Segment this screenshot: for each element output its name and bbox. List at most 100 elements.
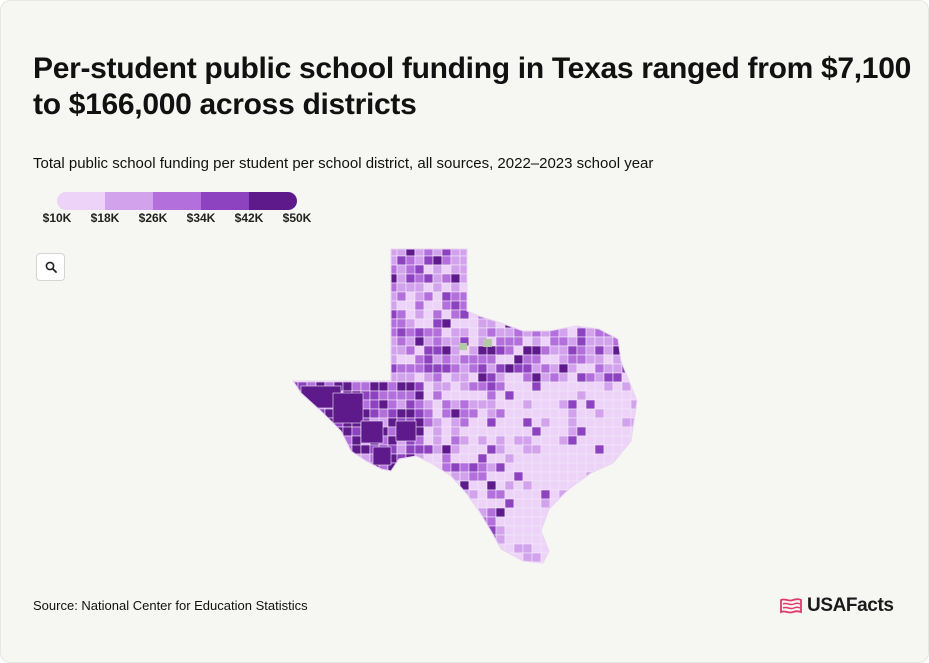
- district-cell[interactable]: [306, 273, 317, 284]
- district-cell[interactable]: [558, 444, 569, 455]
- district-cell[interactable]: [423, 480, 434, 491]
- district-cell[interactable]: [423, 561, 434, 571]
- district-cell[interactable]: [603, 247, 614, 257]
- district-cell[interactable]: [369, 543, 380, 554]
- district-cell[interactable]: [630, 247, 640, 257]
- district-cell[interactable]: [567, 561, 578, 571]
- district-cell[interactable]: [603, 282, 614, 293]
- district-cell[interactable]: [567, 345, 578, 356]
- district-cell[interactable]: [405, 282, 416, 293]
- district-cell[interactable]: [423, 247, 434, 257]
- district-cell[interactable]: [360, 363, 371, 374]
- district-cell[interactable]: [396, 471, 407, 482]
- district-cell[interactable]: [306, 498, 317, 509]
- district-cell[interactable]: [468, 462, 479, 473]
- district-cell[interactable]: [513, 318, 524, 329]
- district-cell[interactable]: [621, 534, 632, 545]
- district-cell[interactable]: [324, 471, 335, 482]
- district-cell[interactable]: [432, 471, 443, 482]
- district-cell[interactable]: [630, 363, 640, 374]
- district-cell[interactable]: [450, 354, 461, 365]
- district-cell[interactable]: [441, 408, 452, 419]
- district-cell[interactable]: [324, 552, 335, 563]
- district-cell[interactable]: [468, 426, 479, 437]
- district-cell[interactable]: [360, 444, 371, 455]
- district-cell[interactable]: [459, 480, 470, 491]
- district-cell[interactable]: [378, 408, 389, 419]
- district-cell[interactable]: [621, 471, 632, 482]
- district-cell[interactable]: [369, 381, 380, 392]
- district-cell[interactable]: [531, 390, 542, 401]
- district-cell[interactable]: [612, 435, 623, 446]
- district-cell[interactable]: [441, 363, 452, 374]
- district-cell[interactable]: [522, 507, 533, 518]
- district-cell[interactable]: [369, 300, 380, 311]
- district-cell[interactable]: [630, 291, 640, 302]
- district-cell[interactable]: [342, 354, 353, 365]
- district-cell[interactable]: [289, 300, 299, 311]
- district-cell[interactable]: [450, 552, 461, 563]
- district-cell[interactable]: [396, 525, 407, 536]
- district-cell[interactable]: [522, 264, 533, 275]
- district-cell[interactable]: [612, 300, 623, 311]
- district-cell[interactable]: [297, 507, 308, 518]
- district-cell[interactable]: [351, 489, 362, 500]
- district-cell[interactable]: [612, 399, 623, 410]
- district-cell[interactable]: [378, 552, 389, 563]
- district-cell[interactable]: [468, 408, 479, 419]
- district-cell[interactable]: [450, 534, 461, 545]
- district-cell[interactable]: [603, 345, 614, 356]
- district-cell[interactable]: [351, 345, 362, 356]
- district-cell[interactable]: [441, 390, 452, 401]
- district-cell[interactable]: [603, 390, 614, 401]
- district-cell[interactable]: [378, 309, 389, 320]
- district-cell[interactable]: [603, 453, 614, 464]
- district-cell[interactable]: [504, 372, 515, 383]
- district-cell[interactable]: [441, 498, 452, 509]
- district-cell[interactable]: [315, 534, 326, 545]
- district-cell[interactable]: [558, 462, 569, 473]
- district-cell[interactable]: [360, 420, 384, 444]
- district-cell[interactable]: [504, 345, 515, 356]
- district-cell[interactable]: [297, 462, 308, 473]
- district-cell[interactable]: [630, 327, 640, 338]
- district-cell[interactable]: [450, 453, 461, 464]
- district-cell[interactable]: [432, 453, 443, 464]
- district-cell[interactable]: [540, 354, 551, 365]
- district-cell[interactable]: [342, 336, 353, 347]
- district-cell[interactable]: [468, 264, 479, 275]
- district-cell[interactable]: [621, 309, 632, 320]
- district-cell[interactable]: [540, 273, 551, 284]
- district-cell[interactable]: [640, 283, 649, 292]
- district-cell[interactable]: [567, 273, 578, 284]
- district-cell[interactable]: [324, 264, 335, 275]
- district-cell[interactable]: [567, 372, 578, 383]
- district-cell[interactable]: [289, 480, 299, 491]
- district-cell[interactable]: [333, 282, 344, 293]
- district-cell[interactable]: [405, 318, 416, 329]
- district-cell[interactable]: [495, 444, 506, 455]
- district-cell[interactable]: [612, 516, 623, 527]
- district-cell[interactable]: [486, 543, 497, 554]
- district-cell[interactable]: [567, 390, 578, 401]
- district-cell[interactable]: [612, 390, 623, 401]
- district-cell[interactable]: [576, 498, 587, 509]
- district-cell[interactable]: [459, 282, 470, 293]
- district-cell[interactable]: [513, 543, 524, 554]
- district-cell[interactable]: [396, 327, 407, 338]
- district-cell[interactable]: [585, 534, 596, 545]
- district-cell[interactable]: [468, 282, 479, 293]
- district-cell[interactable]: [576, 264, 587, 275]
- district-cell[interactable]: [468, 291, 479, 302]
- district-cell[interactable]: [360, 318, 371, 329]
- district-cell[interactable]: [531, 525, 542, 536]
- district-cell[interactable]: [540, 408, 551, 419]
- district-cell[interactable]: [477, 543, 488, 554]
- district-cell[interactable]: [540, 453, 551, 464]
- district-cell[interactable]: [333, 462, 344, 473]
- district-cell[interactable]: [531, 336, 542, 347]
- district-cell[interactable]: [504, 408, 515, 419]
- district-cell[interactable]: [423, 462, 434, 473]
- district-cell[interactable]: [378, 399, 389, 410]
- district-cell[interactable]: [297, 247, 308, 257]
